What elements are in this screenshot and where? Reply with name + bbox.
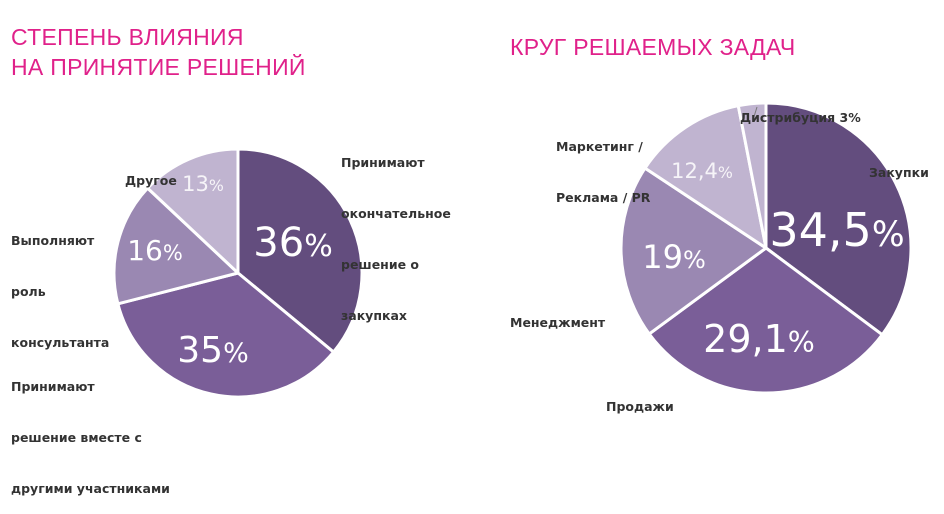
- right-pie: [619, 101, 913, 395]
- label-line: окончательное: [341, 206, 451, 221]
- slice-label: 36%: [253, 220, 332, 266]
- category-label-final-decision: Принимают окончательное решение о закупк…: [341, 120, 451, 341]
- slice-value: 29,1: [703, 317, 788, 361]
- percent-sign: %: [223, 338, 249, 369]
- label-line: решение о: [341, 257, 419, 272]
- category-label-other: Другое: [125, 138, 177, 206]
- label-line: Маркетинг /: [556, 139, 643, 154]
- slice-label: 35%: [177, 330, 248, 371]
- percent-sign: %: [163, 241, 183, 265]
- slice-label: 13%: [182, 172, 224, 196]
- label-line: Продажи: [606, 399, 674, 414]
- left-chart-title: СТЕПЕНЬ ВЛИЯНИЯ НА ПРИНЯТИЕ РЕШЕНИЙ: [11, 22, 306, 82]
- slice-value: 12,4: [671, 159, 718, 183]
- pie-slice: [736, 101, 768, 250]
- label-line: роль: [11, 284, 46, 299]
- label-line: другими участниками: [11, 481, 170, 496]
- label-line: Выполняют: [11, 233, 95, 248]
- category-label-marketing: Маркетинг / Реклама / PR: [556, 104, 650, 223]
- slice-value: 16: [127, 234, 163, 267]
- category-label-consultant: Выполняют роль консультанта: [11, 198, 109, 368]
- percent-sign: %: [304, 229, 333, 264]
- pie-slice: [764, 101, 913, 337]
- distribution-leader-line: [752, 106, 758, 121]
- pie-slice: [643, 104, 768, 250]
- percent-sign: %: [209, 176, 224, 195]
- left-pie: [112, 147, 364, 399]
- slice-label: 29,1%: [703, 317, 815, 361]
- slice-value: 34,5: [769, 203, 871, 257]
- pie-slice: [112, 186, 240, 306]
- slice-label: 34,5%: [769, 203, 904, 257]
- category-label-sales: Продажи: [606, 364, 674, 432]
- category-label-management: Менеджмент: [510, 280, 605, 348]
- percent-sign: %: [683, 246, 706, 274]
- pie-slice: [116, 271, 336, 399]
- category-label-joint-decision: Принимают решение вместе с другими участ…: [11, 344, 170, 514]
- title-line: НА ПРИНЯТИЕ РЕШЕНИЙ: [11, 54, 306, 80]
- title-line: СТЕПЕНЬ ВЛИЯНИЯ: [11, 24, 244, 50]
- label-line: Менеджмент: [510, 315, 606, 330]
- label-line: решение вместе с: [11, 430, 142, 445]
- slice-label: 16%: [127, 234, 183, 267]
- label-line: Другое: [125, 173, 177, 188]
- percent-sign: %: [788, 326, 815, 359]
- category-label-distribution: Дистрибуция 3%: [740, 75, 861, 143]
- pie-slice: [146, 147, 240, 275]
- right-chart-title: КРУГ РЕШАЕМЫХ ЗАДАЧ: [510, 32, 796, 62]
- slice-value: 13: [182, 172, 209, 196]
- pie-slice: [647, 246, 884, 395]
- label-line: Дистрибуция 3%: [740, 110, 861, 125]
- pie-charts: 36% 35% 16% 13% 34,5% 29,1% 19% 12,4%: [112, 101, 913, 399]
- label-line: закупках: [341, 308, 407, 323]
- label-line: Закупки: [869, 165, 929, 180]
- slice-value: 19: [642, 238, 683, 276]
- category-label-purchasing: Закупки: [869, 130, 929, 198]
- title-line: КРУГ РЕШАЕМЫХ ЗАДАЧ: [510, 34, 796, 60]
- percent-sign: %: [872, 215, 905, 255]
- label-line: Реклама / PR: [556, 190, 651, 205]
- slice-value: 36: [253, 220, 304, 266]
- label-line: Принимают: [11, 379, 95, 394]
- percent-sign: %: [718, 163, 733, 182]
- pie-slice: [236, 147, 364, 354]
- slice-label: 19%: [642, 238, 706, 276]
- pie-slice: [619, 166, 768, 336]
- slice-label: 12,4%: [671, 159, 733, 183]
- label-line: Принимают: [341, 155, 425, 170]
- slice-value: 35: [177, 330, 223, 371]
- label-line: консультанта: [11, 335, 110, 350]
